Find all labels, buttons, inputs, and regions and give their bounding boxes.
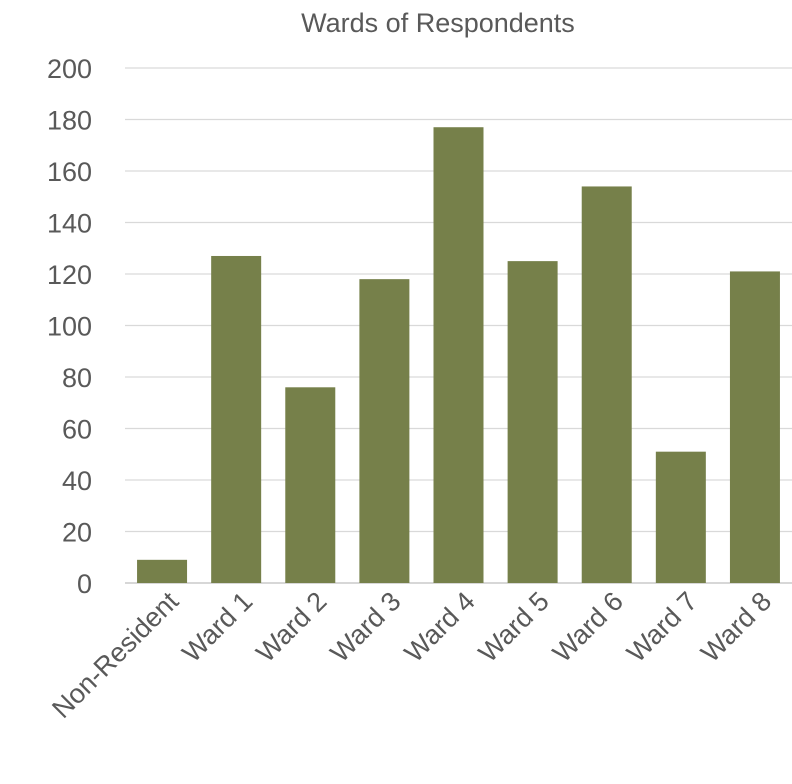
bar bbox=[137, 560, 187, 583]
x-tick-label: Ward 1 bbox=[176, 586, 258, 668]
bar bbox=[285, 387, 335, 583]
x-tick-label: Ward 2 bbox=[250, 586, 332, 668]
bars bbox=[137, 127, 780, 583]
y-tick-label: 80 bbox=[62, 363, 92, 393]
x-tick-label: Ward 4 bbox=[399, 586, 481, 668]
bar bbox=[508, 261, 558, 583]
y-tick-label: 60 bbox=[62, 415, 92, 445]
y-tick-label: 120 bbox=[47, 260, 92, 290]
bar bbox=[359, 279, 409, 583]
bar bbox=[582, 186, 632, 583]
x-tick-label: Ward 8 bbox=[695, 586, 777, 668]
bar bbox=[211, 256, 261, 583]
y-tick-label: 160 bbox=[47, 157, 92, 187]
x-tick-label: Non-Resident bbox=[46, 586, 184, 724]
chart-title: Wards of Respondents bbox=[301, 8, 575, 38]
x-tick-label: Ward 3 bbox=[325, 586, 407, 668]
y-tick-label: 200 bbox=[47, 54, 92, 84]
x-tick-label: Ward 5 bbox=[473, 586, 555, 668]
y-tick-label: 20 bbox=[62, 518, 92, 548]
y-tick-label: 140 bbox=[47, 209, 92, 239]
bar bbox=[434, 127, 484, 583]
x-tick-label: Ward 7 bbox=[621, 586, 703, 668]
y-tick-label: 40 bbox=[62, 466, 92, 496]
x-tick-label: Ward 6 bbox=[547, 586, 629, 668]
bar bbox=[656, 452, 706, 583]
x-axis-ticks: Non-ResidentWard 1Ward 2Ward 3Ward 4Ward… bbox=[46, 586, 777, 724]
bar bbox=[730, 271, 780, 583]
y-tick-label: 100 bbox=[47, 312, 92, 342]
y-tick-label: 180 bbox=[47, 106, 92, 136]
y-tick-label: 0 bbox=[77, 569, 92, 599]
y-axis-ticks: 0 20 40 60 80 100 120 140 160 180 200 bbox=[47, 54, 92, 599]
